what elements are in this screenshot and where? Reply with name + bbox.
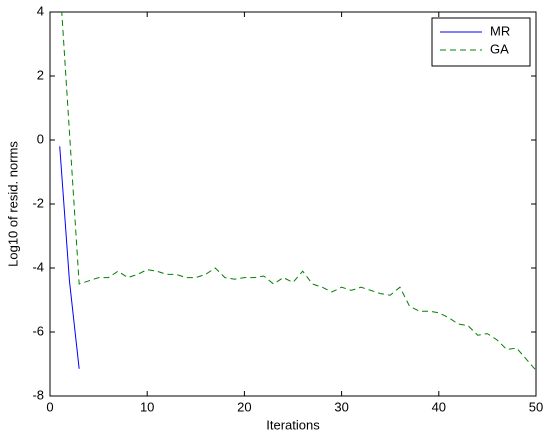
y-axis-label: Log10 of resid. norms	[5, 141, 20, 267]
y-tick-label: 2	[37, 67, 44, 82]
x-tick-label: 0	[46, 399, 53, 414]
plot-lines	[59, 12, 536, 371]
y-tick-label: -6	[32, 323, 44, 338]
series-line	[61, 12, 536, 371]
legend-label: GA	[490, 41, 509, 56]
x-tick-label: 30	[334, 399, 348, 414]
series-line	[59, 146, 80, 369]
x-tick-label: 10	[140, 399, 154, 414]
x-tick-label: 20	[237, 399, 251, 414]
y-tick-label: 0	[37, 131, 44, 146]
y-tick-label: -8	[32, 387, 44, 402]
y-tick-label: -2	[32, 195, 44, 210]
legend-label: MR	[490, 23, 510, 38]
plot-area	[49, 11, 537, 397]
y-tick-label: -4	[32, 259, 44, 274]
x-tick-label: 40	[432, 399, 446, 414]
y-tick-label: 4	[37, 3, 44, 18]
legend-box	[431, 17, 531, 67]
x-axis-label: Iterations	[266, 417, 320, 432]
x-tick-label: 50	[529, 399, 543, 414]
